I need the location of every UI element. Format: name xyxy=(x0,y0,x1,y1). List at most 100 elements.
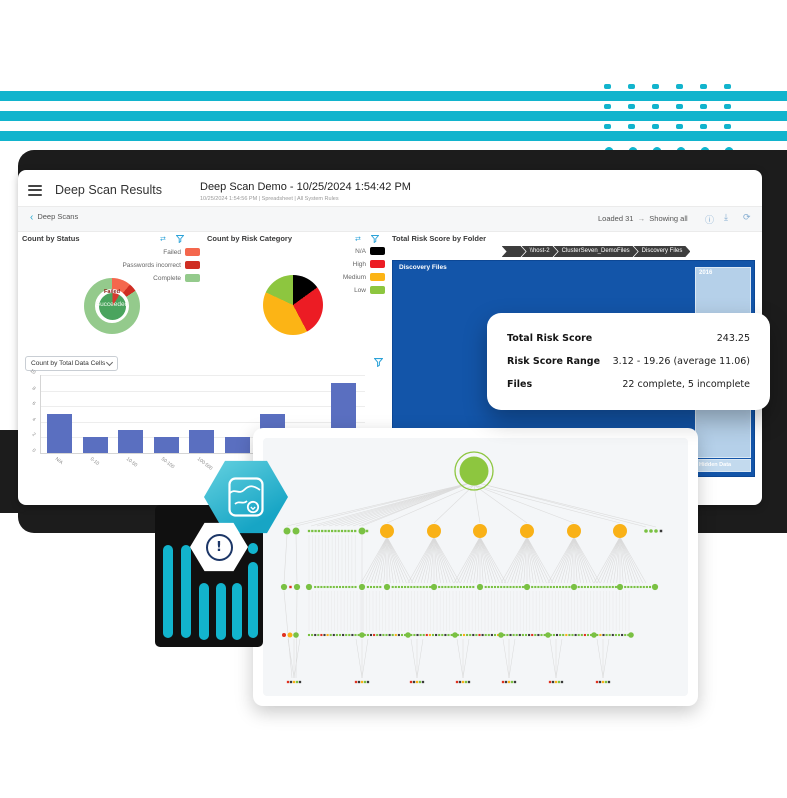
download-icon[interactable]: ⤓ xyxy=(724,213,728,223)
legend-swatch xyxy=(185,261,200,269)
bar[interactable] xyxy=(47,414,72,453)
bar[interactable] xyxy=(189,429,214,453)
legend-swatch xyxy=(370,273,385,281)
score-value: 243.25 xyxy=(716,333,750,344)
decor-dot xyxy=(724,104,731,109)
back-link[interactable]: ‹ Deep Scans xyxy=(30,212,78,223)
donut-label-failed: Failed xyxy=(104,289,120,295)
y-axis xyxy=(40,375,41,453)
legend-item[interactable]: N/A xyxy=(245,247,385,255)
network-diagram[interactable] xyxy=(263,438,688,696)
swap-icon[interactable]: ⇄ xyxy=(160,236,166,243)
equalizer-bar xyxy=(248,562,258,638)
decor-dot xyxy=(628,84,635,89)
treemap-root-label: Discovery Files xyxy=(399,264,447,271)
legend-swatch xyxy=(370,286,385,294)
loaded-status: Loaded 31 → Showing all xyxy=(598,214,688,223)
equalizer-dot xyxy=(248,543,258,554)
folder-chart-title: Total Risk Score by Folder xyxy=(392,234,487,243)
decor-dot xyxy=(724,84,731,89)
swap-icon[interactable]: ⇄ xyxy=(355,236,361,243)
equalizer-bar xyxy=(216,583,226,640)
chevron-down-icon xyxy=(105,358,114,367)
breadcrumb-item[interactable] xyxy=(502,246,526,257)
decor-dot xyxy=(652,84,659,89)
score-label: Risk Score Range xyxy=(507,356,601,367)
legend-swatch xyxy=(370,260,385,268)
score-row: Risk Score Range 3.12 - 19.26 (average 11… xyxy=(507,350,750,373)
selector-label: Count by Total Data Cells xyxy=(31,360,106,367)
legend-item[interactable]: Medium xyxy=(245,273,385,281)
decor-dot xyxy=(628,104,635,109)
decor-dot xyxy=(628,124,635,129)
bar[interactable] xyxy=(82,437,108,453)
legend-label: Medium xyxy=(342,273,366,281)
breadcrumb-item[interactable]: \\host-2 xyxy=(522,246,558,257)
legend-item[interactable]: Complete xyxy=(60,274,200,282)
bar[interactable] xyxy=(224,437,250,453)
legend-label: High xyxy=(352,260,366,268)
decor-dot xyxy=(652,124,659,129)
legend-label: Low xyxy=(354,286,366,294)
decor-stripe xyxy=(0,111,787,121)
equalizer-bar xyxy=(163,545,173,638)
legend-swatch xyxy=(185,274,200,282)
decor-dot xyxy=(700,84,707,89)
decor-dot xyxy=(652,104,659,109)
breadcrumb-item[interactable]: ClusterSeven_DemoFiles xyxy=(554,246,638,257)
gridline xyxy=(40,390,365,392)
status-inner-pie[interactable] xyxy=(98,292,126,320)
treemap-block-hidden-data[interactable]: Hidden Data xyxy=(695,459,751,472)
legend-item[interactable]: Low xyxy=(245,286,385,294)
gridline xyxy=(40,375,365,376)
breadcrumb-item[interactable]: Discovery Files xyxy=(634,246,691,257)
decor-dot xyxy=(676,84,683,89)
risk-pie-chart[interactable] xyxy=(263,275,323,335)
decor-dot xyxy=(604,84,611,89)
decor-dot xyxy=(604,124,611,129)
network-panel xyxy=(263,438,688,696)
document-meta: 10/25/2024 1:54:56 PM | Spreadsheet | Al… xyxy=(200,196,339,202)
x-axis xyxy=(40,453,365,454)
legend-item[interactable]: Passwords incorrect xyxy=(60,261,200,269)
filter-icon[interactable] xyxy=(373,358,384,369)
treemap-hidden-label: Hidden Data xyxy=(699,462,732,468)
risk-score-card: Total Risk Score 243.25 Risk Score Range 3.… xyxy=(487,313,770,410)
filter-icon[interactable] xyxy=(175,235,185,245)
app-title: Deep Scan Results xyxy=(55,183,163,197)
legend-item[interactable]: Failed xyxy=(60,248,200,256)
status-legend: Failed Passwords incorrect Complete xyxy=(60,248,200,282)
equalizer-bar xyxy=(181,545,191,638)
decor-dot xyxy=(700,124,707,129)
exclamation-icon: ! xyxy=(205,533,233,561)
risk-legend: N/A High Medium Low xyxy=(245,247,385,294)
menu-icon[interactable] xyxy=(28,185,42,196)
legend-item[interactable]: High xyxy=(245,260,385,268)
legend-label: N/A xyxy=(355,247,366,255)
map-scan-icon xyxy=(228,477,264,517)
donut-label-succeeded: Succeeded xyxy=(95,301,129,308)
equalizer-bar xyxy=(232,583,242,640)
gridline xyxy=(40,406,365,408)
legend-label: Complete xyxy=(153,274,181,282)
toolbar xyxy=(18,206,762,232)
cells-chart-selector[interactable]: Count by Total Data Cells xyxy=(25,356,118,371)
bar[interactable] xyxy=(153,437,179,453)
arrow-right-icon: → xyxy=(637,214,646,223)
back-label: Deep Scans xyxy=(37,212,79,221)
decor-stripe xyxy=(0,91,787,101)
decor-dot xyxy=(676,104,683,109)
equalizer-bar xyxy=(199,583,209,640)
decor-stripe xyxy=(0,131,787,141)
info-icon[interactable]: ⓘ xyxy=(705,216,715,226)
gridline xyxy=(40,421,365,423)
filter-icon[interactable] xyxy=(370,235,380,245)
legend-swatch xyxy=(185,248,200,256)
bar[interactable] xyxy=(118,429,143,453)
document-title: Deep Scan Demo - 10/25/2024 1:54:42 PM xyxy=(200,181,411,193)
status-donut-chart[interactable] xyxy=(84,278,140,334)
status-chart-title: Count by Status xyxy=(22,234,80,243)
refresh-icon[interactable]: ⟳ xyxy=(743,213,751,223)
decor-dot xyxy=(700,104,707,109)
